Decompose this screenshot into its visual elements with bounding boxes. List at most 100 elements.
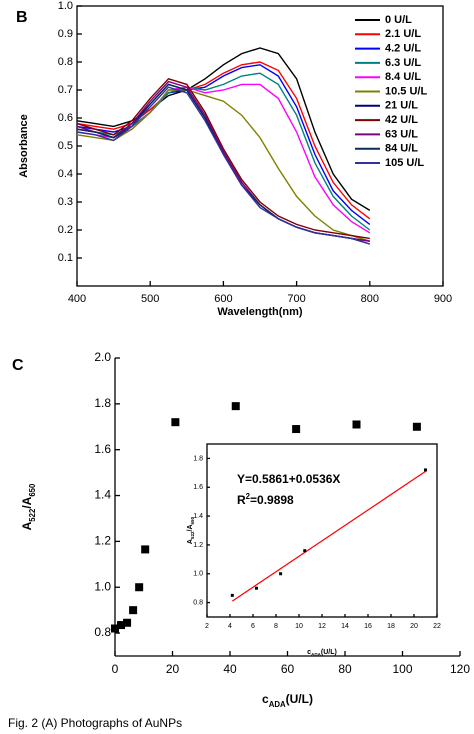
x-tick-label: 60 bbox=[281, 662, 295, 676]
label-part: Y=0.5861+0.0536X bbox=[237, 472, 340, 486]
x-tick-label: 20 bbox=[410, 623, 418, 630]
spectrum-line bbox=[76, 78, 370, 240]
data-point bbox=[123, 618, 132, 627]
legend-label: 63 U/L bbox=[385, 128, 418, 140]
label-part: /A bbox=[20, 496, 34, 508]
legend-label: 42 U/L bbox=[385, 114, 418, 126]
y-tick-label: 0.7 bbox=[58, 84, 73, 96]
x-tick-label: 700 bbox=[287, 293, 305, 305]
legend-label: 10.5 U/L bbox=[385, 85, 427, 97]
x-tick-label: 22 bbox=[433, 623, 441, 630]
y-tick-label: 0.2 bbox=[58, 224, 73, 236]
caption: Fig. 2 (A) Photographs of AuNPs bbox=[8, 716, 182, 730]
y-tick-label: 1.6 bbox=[193, 484, 203, 491]
data-point bbox=[303, 549, 307, 553]
spectrum-line bbox=[76, 83, 371, 245]
label-part: ADA bbox=[311, 652, 322, 657]
data-point bbox=[352, 420, 361, 429]
label-part: /A bbox=[187, 524, 194, 531]
label-part: (U/L) bbox=[286, 692, 313, 706]
y-tick-label: 0.9 bbox=[58, 28, 73, 40]
x-tick-label: 100 bbox=[392, 662, 412, 676]
legend-label: 84 U/L bbox=[385, 143, 418, 155]
label-part: 522 bbox=[190, 531, 195, 539]
x-axis-label: cADA(U/L) bbox=[307, 649, 337, 657]
x-tick-label: 6 bbox=[251, 623, 255, 630]
data-point bbox=[231, 402, 240, 411]
y-axis-label: Absorbance bbox=[18, 114, 30, 178]
label-part: R bbox=[237, 493, 246, 507]
data-point bbox=[129, 606, 138, 615]
data-point bbox=[111, 624, 119, 633]
x-tick-label: 18 bbox=[387, 623, 395, 630]
label-part: A bbox=[187, 539, 194, 544]
y-tick-label: 0.6 bbox=[58, 112, 73, 124]
label-part: 522 bbox=[28, 508, 37, 522]
legend-label: 8.4 U/L bbox=[385, 71, 421, 83]
data-point bbox=[254, 586, 258, 590]
x-tick-label: 120 bbox=[450, 662, 470, 676]
y-tick-label: 1.4 bbox=[94, 488, 111, 502]
data-point bbox=[412, 422, 421, 431]
spectrum-line bbox=[76, 64, 371, 225]
data-point bbox=[135, 583, 144, 592]
y-tick-label: 1.8 bbox=[94, 396, 111, 410]
y-tick-label: 0.8 bbox=[58, 56, 73, 68]
x-tick-label: 600 bbox=[214, 293, 232, 305]
label-part: 650 bbox=[190, 516, 195, 524]
spectrum-line bbox=[76, 83, 371, 234]
spectrum-line bbox=[76, 72, 371, 231]
x-tick-label: 40 bbox=[223, 662, 237, 676]
y-tick-label: 0.4 bbox=[58, 168, 73, 180]
label-part: c bbox=[307, 649, 311, 656]
spectrum-line bbox=[76, 86, 371, 245]
panel-label: B bbox=[16, 9, 28, 26]
label-part: =0.9898 bbox=[250, 493, 294, 507]
y-tick-label: 1.8 bbox=[193, 455, 203, 462]
y-tick-label: 1.0 bbox=[193, 571, 203, 578]
data-point bbox=[230, 593, 234, 597]
y-tick-label: 1.0 bbox=[58, 0, 73, 12]
label-part: (U/L) bbox=[321, 649, 337, 656]
label-part: 650 bbox=[28, 483, 37, 497]
y-axis-label: A522/A650 bbox=[20, 483, 36, 530]
label-part: A bbox=[20, 521, 34, 530]
data-point bbox=[292, 425, 301, 434]
x-tick-label: 80 bbox=[338, 662, 352, 676]
y-tick-label: 1.2 bbox=[94, 534, 111, 548]
x-tick-label: 14 bbox=[341, 623, 349, 630]
x-tick-label: 16 bbox=[364, 623, 372, 630]
y-tick-label: 0.1 bbox=[58, 252, 73, 264]
x-tick-label: 10 bbox=[295, 623, 303, 630]
x-tick-label: 12 bbox=[318, 623, 326, 630]
x-tick-label: 400 bbox=[68, 293, 86, 305]
y-tick-label: 1.6 bbox=[94, 442, 111, 456]
label-part: ADA bbox=[269, 700, 286, 709]
data-point bbox=[424, 468, 427, 472]
y-tick-label: 1.0 bbox=[94, 579, 111, 593]
x-tick-label: 2 bbox=[205, 623, 209, 630]
plot-frame bbox=[206, 443, 438, 618]
spectrum-line bbox=[76, 89, 371, 242]
x-axis-label: cADA(U/L) bbox=[262, 692, 313, 708]
legend-label: 21 U/L bbox=[385, 100, 418, 112]
legend-label: 0 U/L bbox=[385, 14, 412, 26]
label-part: 2 bbox=[246, 492, 251, 501]
spectrum-line bbox=[76, 61, 371, 220]
y-tick-label: 0.8 bbox=[193, 599, 203, 606]
legend-label: 105 U/L bbox=[385, 157, 424, 169]
y-axis-label: A522/A650 bbox=[187, 516, 195, 544]
y-tick-label: 0.8 bbox=[94, 625, 111, 639]
x-tick-label: 500 bbox=[141, 293, 159, 305]
spectrum-line bbox=[76, 80, 370, 242]
fit-line bbox=[231, 470, 426, 602]
data-point bbox=[279, 572, 283, 576]
x-tick-label: 0 bbox=[112, 662, 119, 676]
legend-label: 2.1 U/L bbox=[385, 28, 421, 40]
legend-label: 4.2 U/L bbox=[385, 43, 421, 55]
spectrum-line bbox=[76, 83, 370, 242]
legend-label: 6.3 U/L bbox=[385, 57, 421, 69]
x-tick-label: 800 bbox=[361, 293, 379, 305]
